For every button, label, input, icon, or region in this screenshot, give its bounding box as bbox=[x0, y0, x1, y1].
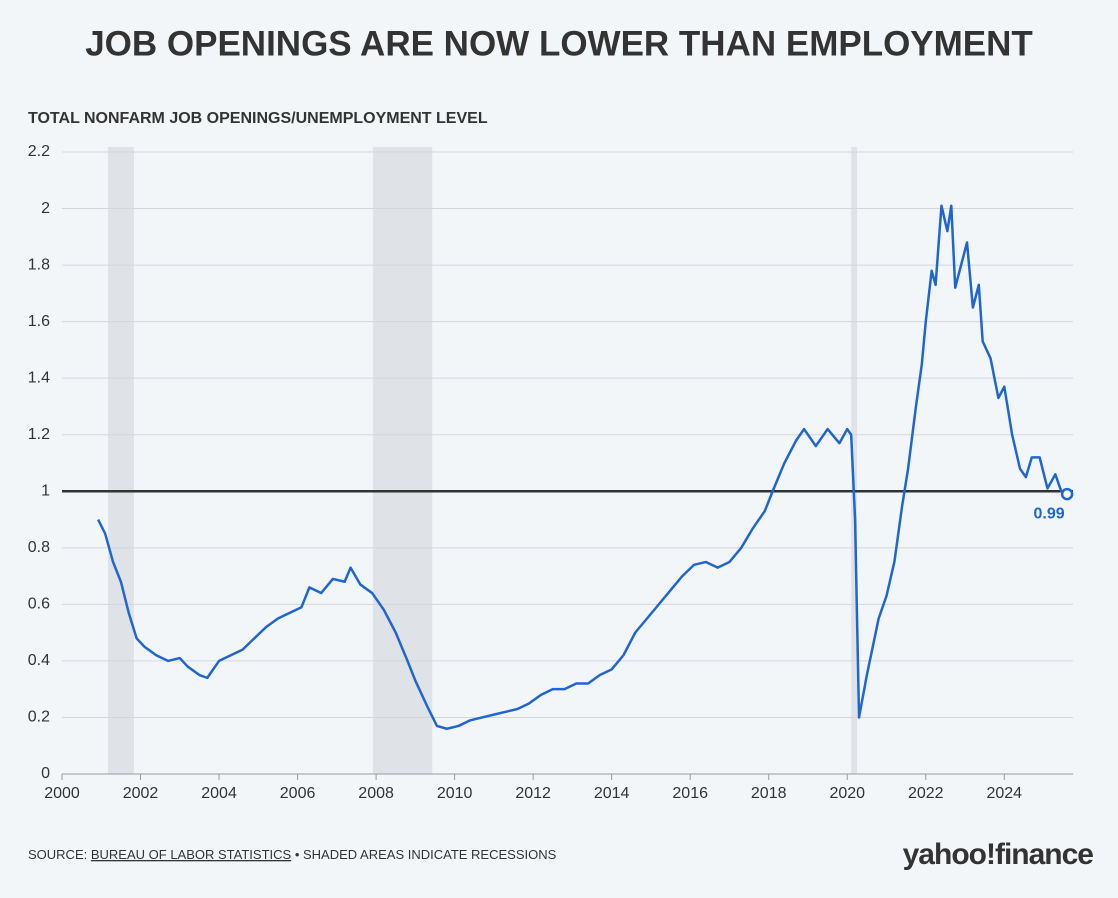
y-tick-label: 0.2 bbox=[28, 709, 50, 726]
x-tick-label: 2012 bbox=[515, 785, 551, 802]
data-line bbox=[97, 204, 1068, 731]
x-tick-label: 2008 bbox=[358, 785, 394, 802]
x-tick-label: 2004 bbox=[201, 785, 237, 802]
x-tick-label: 2006 bbox=[280, 785, 316, 802]
x-tick-label: 2010 bbox=[437, 785, 473, 802]
chart-subtitle: TOTAL NONFARM JOB OPENINGS/UNEMPLOYMENT … bbox=[28, 110, 488, 127]
y-tick-label: 1 bbox=[41, 482, 50, 499]
y-tick-label: 0 bbox=[41, 765, 50, 782]
last-value-label: 0.99 bbox=[1034, 505, 1065, 522]
recession-band bbox=[851, 147, 858, 774]
y-tick-label: 0.8 bbox=[28, 539, 50, 556]
x-tick-label: 2000 bbox=[44, 785, 80, 802]
x-tick-label: 2018 bbox=[751, 785, 787, 802]
x-tick-label: 2024 bbox=[986, 785, 1022, 802]
y-tick-label: 1.4 bbox=[28, 369, 50, 386]
x-tick-label: 2022 bbox=[908, 785, 944, 802]
recession-band bbox=[107, 147, 134, 774]
y-tick-label: 2.2 bbox=[28, 143, 50, 160]
source-label: SOURCE: bbox=[28, 847, 87, 862]
y-tick-label: 0.6 bbox=[28, 596, 50, 613]
y-tick-label: 1.2 bbox=[28, 426, 50, 443]
y-tick-label: 0.4 bbox=[28, 652, 50, 669]
last-point bbox=[1060, 487, 1074, 501]
y-tick-label: 1.6 bbox=[28, 313, 50, 330]
y-tick-label: 1.8 bbox=[28, 256, 50, 273]
x-tick-label: 2020 bbox=[829, 785, 865, 802]
note: • SHADED AREAS INDICATE RECESSIONS bbox=[295, 847, 557, 862]
source-link[interactable]: BUREAU OF LABOR STATISTICS bbox=[91, 847, 292, 862]
source: SOURCE: BUREAU OF LABOR STATISTICS • SHA… bbox=[28, 847, 557, 862]
y-tick-label: 2 bbox=[41, 200, 50, 217]
x-tick-label: 2016 bbox=[672, 785, 708, 802]
chart-title: JOB OPENINGS ARE NOW LOWER THAN EMPLOYME… bbox=[85, 24, 1033, 63]
x-tick-label: 2014 bbox=[594, 785, 630, 802]
logo: yahoo!finance bbox=[903, 838, 1094, 871]
recession-band bbox=[372, 147, 433, 774]
x-tick-label: 2002 bbox=[123, 785, 159, 802]
